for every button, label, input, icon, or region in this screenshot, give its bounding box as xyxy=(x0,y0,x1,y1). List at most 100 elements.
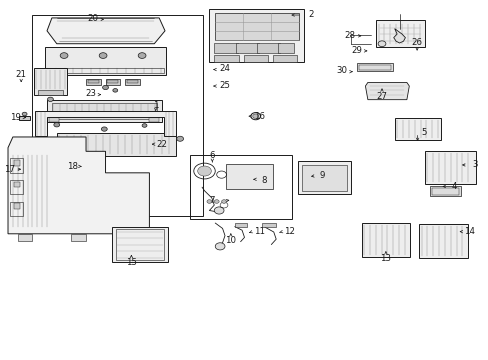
Bar xyxy=(209,9,304,62)
Bar xyxy=(86,79,101,85)
Text: 26: 26 xyxy=(411,38,422,47)
Bar xyxy=(226,164,272,189)
Text: 22: 22 xyxy=(156,140,167,149)
Circle shape xyxy=(206,200,211,203)
Bar xyxy=(214,55,238,62)
Text: 1: 1 xyxy=(153,101,158,110)
Circle shape xyxy=(215,243,224,250)
Bar xyxy=(107,80,118,83)
Circle shape xyxy=(54,123,60,127)
Text: 12: 12 xyxy=(283,227,294,236)
Text: 5: 5 xyxy=(420,128,426,137)
Bar xyxy=(429,186,461,197)
Text: 27: 27 xyxy=(376,91,386,100)
Bar xyxy=(431,188,458,195)
Circle shape xyxy=(176,136,183,141)
Polygon shape xyxy=(64,158,86,165)
Circle shape xyxy=(252,114,258,118)
Text: 21: 21 xyxy=(16,70,27,79)
Bar xyxy=(302,165,346,191)
Bar xyxy=(272,55,297,62)
Bar xyxy=(38,90,63,95)
Bar xyxy=(125,79,140,85)
Circle shape xyxy=(138,53,146,58)
Bar xyxy=(394,118,440,140)
Bar xyxy=(243,55,267,62)
Bar xyxy=(361,223,409,257)
Text: 20: 20 xyxy=(87,14,98,23)
Circle shape xyxy=(377,41,385,46)
Text: 17: 17 xyxy=(4,165,15,174)
Text: 15: 15 xyxy=(125,258,137,267)
Text: 6: 6 xyxy=(209,151,215,160)
Text: 10: 10 xyxy=(225,237,236,246)
Text: 9: 9 xyxy=(319,171,325,180)
Bar xyxy=(32,15,203,216)
Text: 14: 14 xyxy=(463,227,474,236)
Text: 23: 23 xyxy=(85,89,96,98)
Bar xyxy=(256,42,280,53)
Bar xyxy=(105,79,120,85)
Bar xyxy=(278,42,293,53)
Polygon shape xyxy=(8,137,149,234)
Bar xyxy=(149,117,159,122)
Bar xyxy=(71,234,86,241)
Circle shape xyxy=(113,89,118,92)
Bar xyxy=(10,180,22,194)
Bar xyxy=(215,13,298,40)
Circle shape xyxy=(60,53,68,58)
Text: 4: 4 xyxy=(450,182,456,191)
Polygon shape xyxy=(365,82,408,100)
Text: 11: 11 xyxy=(253,227,264,236)
Text: 30: 30 xyxy=(336,67,347,76)
Circle shape xyxy=(22,112,27,116)
Bar xyxy=(14,160,20,166)
Circle shape xyxy=(214,200,219,203)
Text: 24: 24 xyxy=(219,64,230,73)
Circle shape xyxy=(102,85,108,90)
Text: 2: 2 xyxy=(307,10,313,19)
Text: 18: 18 xyxy=(67,162,78,171)
Bar xyxy=(261,223,276,227)
Text: 7: 7 xyxy=(209,196,215,205)
Bar xyxy=(49,117,59,122)
Bar xyxy=(44,46,166,75)
Bar xyxy=(112,226,167,262)
Bar xyxy=(47,68,163,73)
Circle shape xyxy=(99,53,107,58)
Bar xyxy=(424,151,475,184)
Bar xyxy=(14,203,20,209)
Bar xyxy=(358,65,390,70)
Bar xyxy=(18,234,32,241)
Bar xyxy=(234,223,246,226)
Text: 25: 25 xyxy=(219,81,230,90)
Circle shape xyxy=(47,97,53,102)
Circle shape xyxy=(221,200,226,203)
Circle shape xyxy=(197,166,211,176)
Text: 29: 29 xyxy=(350,46,361,55)
Polygon shape xyxy=(35,111,176,136)
Bar xyxy=(418,224,467,258)
Polygon shape xyxy=(393,29,405,43)
Bar xyxy=(116,229,163,260)
Text: 19: 19 xyxy=(10,113,20,122)
Bar xyxy=(19,116,30,121)
Bar xyxy=(47,100,161,122)
Text: 8: 8 xyxy=(261,176,266,185)
Text: 16: 16 xyxy=(253,112,264,121)
Circle shape xyxy=(101,127,107,131)
Bar xyxy=(34,68,67,95)
Polygon shape xyxy=(47,18,164,44)
Text: 28: 28 xyxy=(344,31,355,40)
Circle shape xyxy=(214,207,224,214)
Bar xyxy=(88,80,99,83)
Text: 3: 3 xyxy=(471,161,476,170)
Bar xyxy=(127,80,138,83)
Bar xyxy=(298,161,350,194)
Bar xyxy=(235,42,259,53)
Bar xyxy=(52,103,157,119)
Circle shape xyxy=(142,124,147,127)
Bar xyxy=(57,134,176,156)
Circle shape xyxy=(250,113,260,120)
Bar xyxy=(14,182,20,187)
